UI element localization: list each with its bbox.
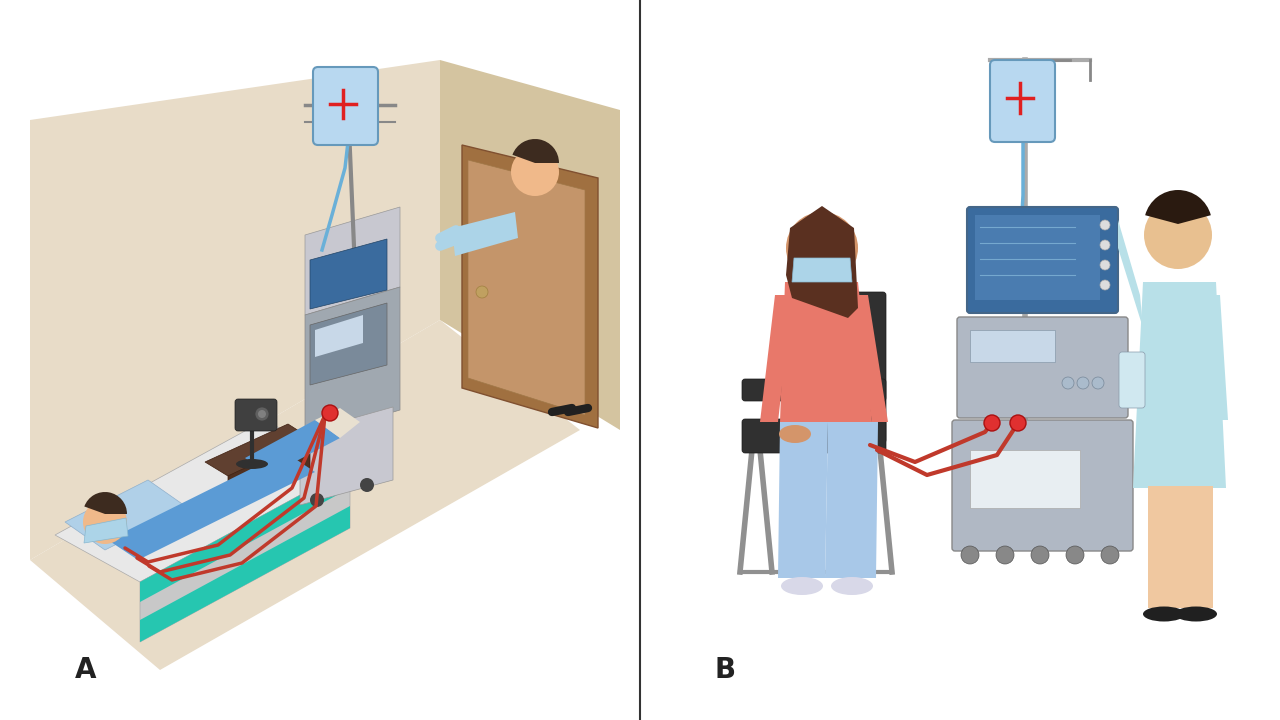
Bar xyxy=(975,215,1100,300)
Text: B: B xyxy=(716,656,736,684)
Polygon shape xyxy=(300,407,393,505)
Polygon shape xyxy=(792,258,852,282)
Polygon shape xyxy=(315,408,360,438)
Polygon shape xyxy=(244,420,340,476)
Circle shape xyxy=(1144,201,1212,269)
Ellipse shape xyxy=(781,577,823,595)
FancyBboxPatch shape xyxy=(966,207,1117,313)
FancyBboxPatch shape xyxy=(314,67,378,145)
Circle shape xyxy=(1062,377,1074,389)
Polygon shape xyxy=(452,212,518,256)
FancyBboxPatch shape xyxy=(952,420,1133,551)
Circle shape xyxy=(786,212,858,284)
Circle shape xyxy=(1076,377,1089,389)
Polygon shape xyxy=(760,295,792,422)
Polygon shape xyxy=(1203,295,1228,420)
Polygon shape xyxy=(108,452,315,560)
Circle shape xyxy=(1092,377,1103,389)
Polygon shape xyxy=(786,206,858,318)
Polygon shape xyxy=(852,295,888,422)
Ellipse shape xyxy=(1175,606,1217,621)
Circle shape xyxy=(1010,415,1027,431)
FancyBboxPatch shape xyxy=(957,317,1128,418)
Polygon shape xyxy=(1148,486,1180,608)
Wedge shape xyxy=(1146,190,1211,224)
Circle shape xyxy=(1066,546,1084,564)
Circle shape xyxy=(511,148,559,196)
Polygon shape xyxy=(29,320,580,670)
Circle shape xyxy=(255,407,269,421)
Ellipse shape xyxy=(831,577,873,595)
FancyBboxPatch shape xyxy=(742,379,886,401)
Polygon shape xyxy=(310,239,387,309)
Polygon shape xyxy=(440,60,620,430)
Bar xyxy=(970,450,1080,508)
Circle shape xyxy=(1100,240,1110,250)
Polygon shape xyxy=(1117,220,1143,328)
FancyBboxPatch shape xyxy=(236,399,276,431)
Circle shape xyxy=(259,410,266,418)
Circle shape xyxy=(984,415,1000,431)
Circle shape xyxy=(1100,220,1110,230)
Polygon shape xyxy=(462,145,598,428)
Circle shape xyxy=(1100,280,1110,290)
Polygon shape xyxy=(305,287,399,438)
Polygon shape xyxy=(65,480,188,550)
Polygon shape xyxy=(468,160,585,415)
Polygon shape xyxy=(310,303,387,385)
Polygon shape xyxy=(205,424,310,476)
Polygon shape xyxy=(305,207,399,315)
Circle shape xyxy=(1100,260,1110,270)
Circle shape xyxy=(310,493,324,507)
Circle shape xyxy=(961,546,979,564)
Polygon shape xyxy=(228,438,310,510)
FancyBboxPatch shape xyxy=(852,292,886,443)
Circle shape xyxy=(83,500,127,544)
Ellipse shape xyxy=(1143,606,1185,621)
Wedge shape xyxy=(512,139,559,163)
Text: A: A xyxy=(76,656,96,684)
Polygon shape xyxy=(778,422,828,578)
Polygon shape xyxy=(1180,486,1213,608)
Polygon shape xyxy=(84,518,128,543)
Ellipse shape xyxy=(780,425,812,443)
Wedge shape xyxy=(84,492,127,514)
Polygon shape xyxy=(315,315,364,357)
FancyBboxPatch shape xyxy=(742,419,886,453)
Polygon shape xyxy=(1133,282,1226,488)
Polygon shape xyxy=(140,468,349,602)
Polygon shape xyxy=(140,468,349,642)
FancyBboxPatch shape xyxy=(1119,352,1146,408)
Circle shape xyxy=(476,286,488,298)
FancyBboxPatch shape xyxy=(989,60,1055,142)
Circle shape xyxy=(1030,546,1050,564)
Polygon shape xyxy=(780,282,872,422)
Circle shape xyxy=(360,478,374,492)
Polygon shape xyxy=(29,60,440,560)
Bar xyxy=(970,330,1055,362)
Circle shape xyxy=(323,405,338,421)
Polygon shape xyxy=(55,420,349,582)
Circle shape xyxy=(996,546,1014,564)
Polygon shape xyxy=(826,422,878,578)
Circle shape xyxy=(1101,546,1119,564)
Ellipse shape xyxy=(236,459,268,469)
Polygon shape xyxy=(140,506,349,642)
